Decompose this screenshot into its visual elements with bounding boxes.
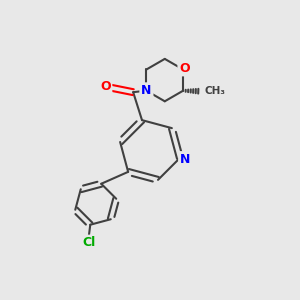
Text: CH₃: CH₃ [204,86,225,96]
Text: N: N [141,84,152,97]
Text: Cl: Cl [82,236,95,250]
Text: N: N [180,153,190,166]
Text: O: O [179,61,190,74]
Text: O: O [100,80,110,93]
